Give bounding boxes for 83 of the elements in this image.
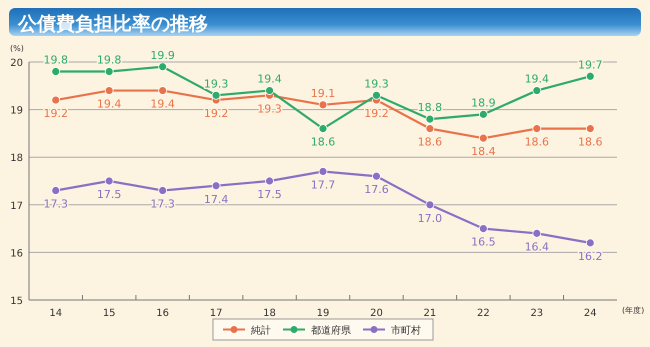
x-tick-label: 20 xyxy=(370,308,383,319)
point xyxy=(586,72,595,81)
point xyxy=(532,124,542,134)
data-label: 18.9 xyxy=(471,96,496,110)
y-tick-label: 16 xyxy=(10,248,23,260)
data-label: 17.6 xyxy=(364,183,389,196)
data-label: 19.4 xyxy=(96,98,122,111)
x-tick-label: 23 xyxy=(530,308,544,319)
data-label: 16.4 xyxy=(524,240,550,254)
y-axis-title: (%) xyxy=(10,44,24,53)
data-label: 19.3 xyxy=(204,77,228,90)
point xyxy=(532,228,542,238)
legend-label: 都道府県 xyxy=(311,324,351,336)
data-label: 19.8 xyxy=(96,54,122,67)
x-tick-label: 14 xyxy=(49,308,62,319)
point xyxy=(212,90,220,100)
data-label: 18.8 xyxy=(418,101,442,114)
point xyxy=(212,181,220,190)
point xyxy=(158,62,168,72)
x-tick-label: 16 xyxy=(156,308,170,319)
point xyxy=(158,86,168,95)
point xyxy=(478,224,488,233)
x-tick-label: 21 xyxy=(424,308,436,319)
x-tick-label: 22 xyxy=(476,308,490,319)
point xyxy=(104,176,114,186)
legend-label: 市町村 xyxy=(391,324,421,336)
x-tick-label: 15 xyxy=(102,308,116,319)
y-tick-label: 15 xyxy=(10,296,23,307)
x-tick-label: 19 xyxy=(316,308,330,319)
data-label: 17.4 xyxy=(204,192,228,206)
point xyxy=(426,124,434,134)
data-label: 17.5 xyxy=(257,188,282,201)
point xyxy=(426,114,434,124)
point xyxy=(51,67,60,76)
data-label: 16.2 xyxy=(578,250,603,263)
point xyxy=(372,172,381,181)
data-label: 19.8 xyxy=(43,54,68,67)
point xyxy=(104,67,114,76)
point xyxy=(318,100,328,110)
legend-label: 純計 xyxy=(251,324,271,336)
x-axis-title: (年度) xyxy=(622,306,644,315)
point xyxy=(265,176,274,186)
data-label: 19.7 xyxy=(578,58,603,72)
data-label: 18.6 xyxy=(310,136,336,149)
point xyxy=(318,124,328,134)
point xyxy=(158,186,168,195)
data-label: 19.4 xyxy=(257,72,282,86)
point xyxy=(586,124,595,134)
point xyxy=(265,86,274,95)
point xyxy=(478,134,488,143)
data-label: 19.9 xyxy=(150,48,175,62)
data-label: 19.4 xyxy=(524,72,550,86)
point xyxy=(478,110,488,119)
data-label: 19.3 xyxy=(364,77,389,90)
point xyxy=(104,86,114,95)
y-tick-label: 17 xyxy=(10,200,23,212)
data-label: 19.2 xyxy=(364,107,389,120)
y-tick-label: 20 xyxy=(10,58,23,69)
data-label: 17.5 xyxy=(96,188,122,201)
point xyxy=(586,238,595,248)
chart-title: 公債費負担比率の推移 xyxy=(17,13,208,35)
point xyxy=(532,86,542,95)
data-label: 18.6 xyxy=(418,136,442,149)
data-label: 17.7 xyxy=(310,178,336,192)
data-label: 19.2 xyxy=(43,107,68,120)
point xyxy=(51,96,60,104)
data-label: 18.6 xyxy=(524,136,550,149)
data-label: 19.4 xyxy=(150,98,175,111)
x-tick-label: 18 xyxy=(263,308,276,319)
data-label: 18.6 xyxy=(578,136,603,149)
data-label: 19.1 xyxy=(310,86,336,100)
point xyxy=(318,167,328,176)
point xyxy=(51,186,60,195)
data-label: 18.4 xyxy=(471,145,496,158)
x-tick-label: 17 xyxy=(210,308,222,319)
point xyxy=(372,90,381,100)
x-tick-label: 24 xyxy=(584,308,597,319)
y-tick-label: 19 xyxy=(10,106,23,117)
data-label: 17.0 xyxy=(418,212,442,225)
data-label: 19.2 xyxy=(204,107,228,120)
point xyxy=(426,200,434,210)
y-tick-label: 18 xyxy=(10,153,23,164)
data-label: 16.5 xyxy=(471,236,496,249)
